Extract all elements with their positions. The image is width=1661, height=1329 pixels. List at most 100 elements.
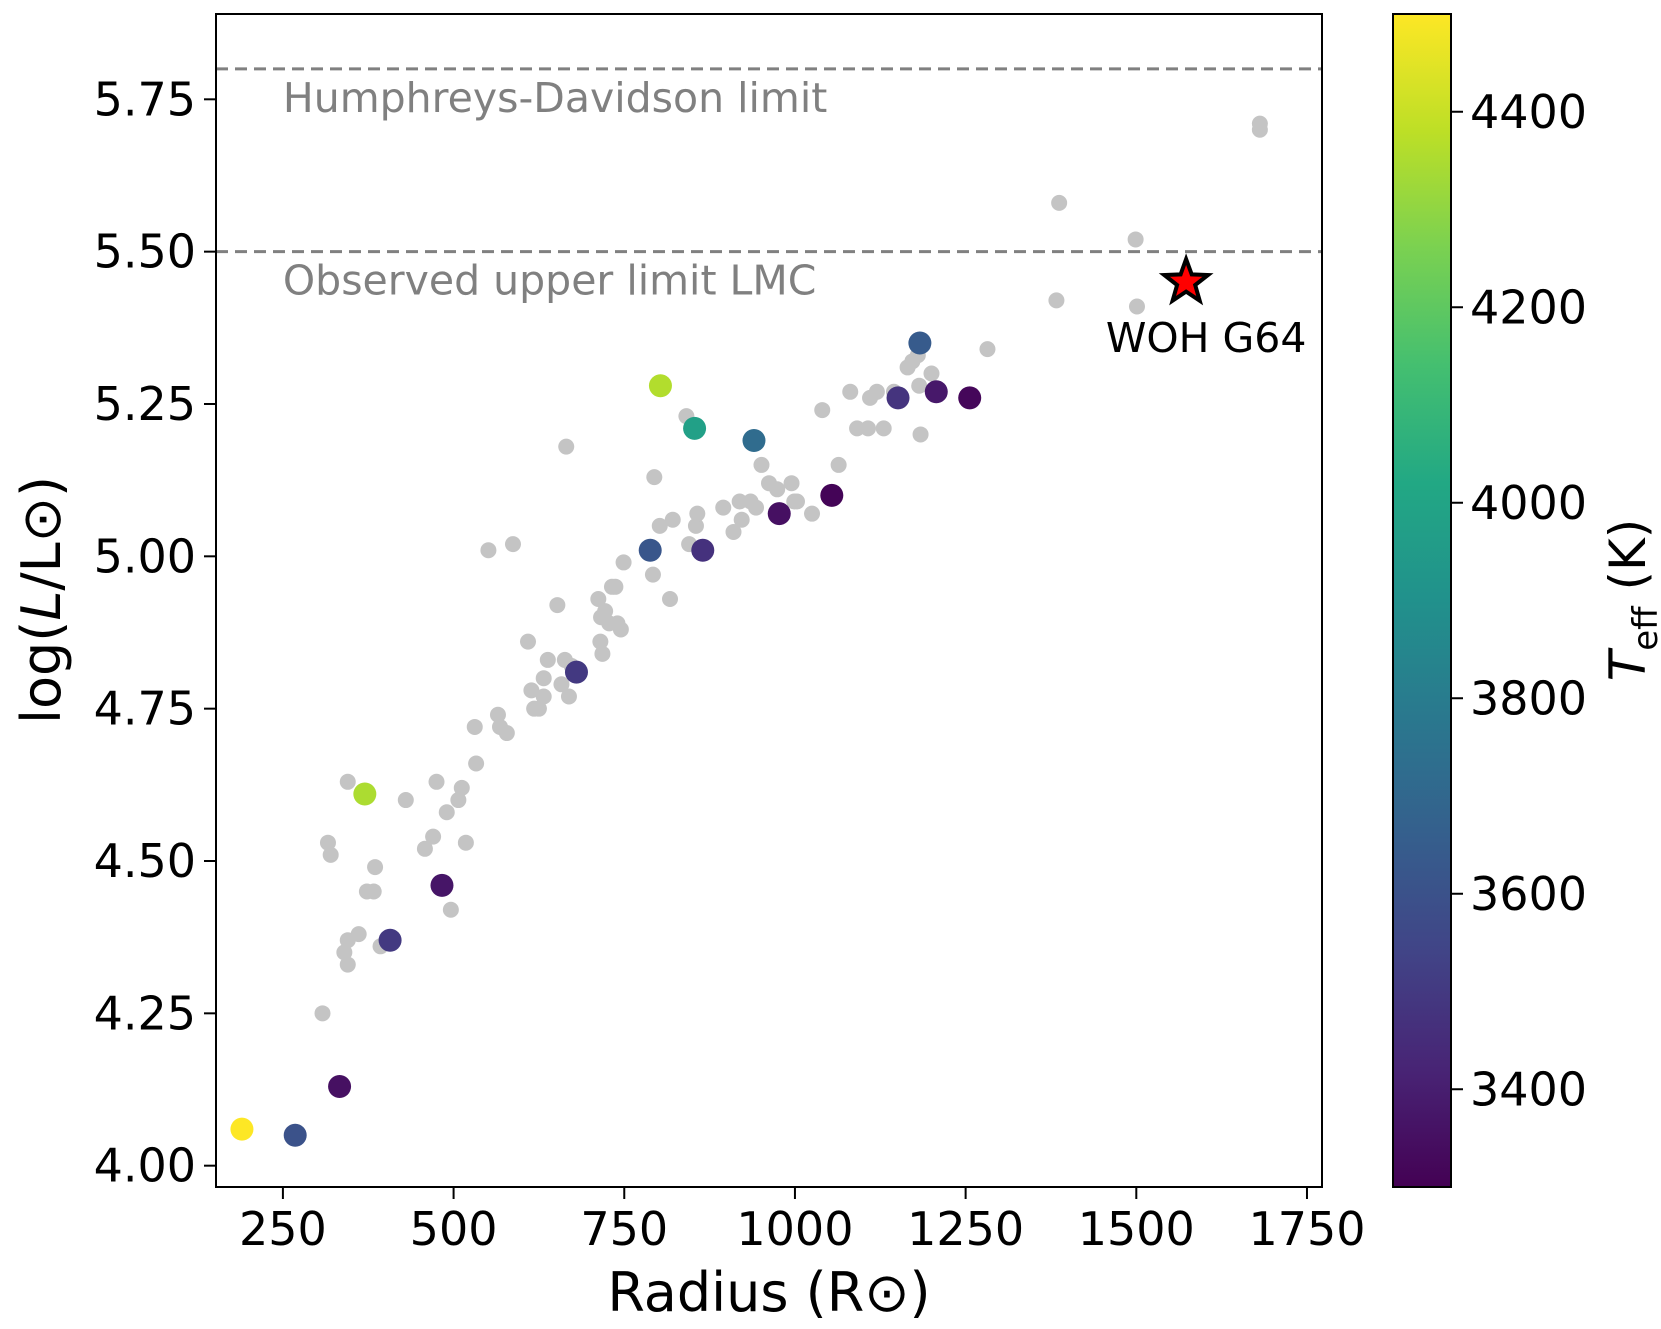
colorbar-tick-label: 4200 [1470,280,1587,334]
colorbar-tick-label: 3800 [1470,671,1587,725]
background-point [468,755,485,772]
reference-line-label: Humphreys-Davidson limit [283,74,827,122]
colorbar-tick-label: 4000 [1470,476,1587,530]
background-point [590,590,607,607]
x-tick-label: 500 [410,1202,498,1256]
background-point [466,718,483,735]
reference-line-labels: Humphreys-Davidson limit Observed upper l… [283,74,827,305]
background-point [644,566,661,583]
background-point [594,645,611,662]
background-point [689,505,706,522]
background-point [662,590,679,607]
reference-lines [216,67,1322,254]
background-point [814,402,831,419]
colored-point [958,386,982,410]
background-point [912,426,929,443]
background-point [612,621,629,638]
y-tick-label: 4.25 [94,986,196,1040]
background-point [1048,292,1065,309]
background-point [539,651,556,668]
background-point [783,475,800,492]
background-point [1251,121,1268,138]
background-point [530,700,547,717]
background-point [607,578,624,595]
background-point [615,554,632,571]
background-point [314,1005,331,1022]
background-point [830,456,847,473]
x-axis: 250 500 750 1000 1250 1500 1750 [239,1187,1366,1256]
y-axis-label: log(L/L⊙) [10,476,73,724]
x-tick-label: 750 [580,1202,668,1256]
x-tick-label: 250 [239,1202,327,1256]
background-point [367,859,384,876]
background-point [859,420,876,437]
background-point [535,688,552,705]
x-tick-label: 1000 [736,1202,853,1256]
background-point [523,682,540,699]
background-point [480,542,497,559]
background-point [520,633,537,650]
colorbar-tick-label: 3600 [1470,867,1587,921]
x-axis-label: Radius (R⊙) [607,1261,930,1324]
background-point [842,383,859,400]
colored-point [924,380,948,404]
colored-point [683,416,707,440]
y-axis: 4.00 4.25 4.50 4.75 5.00 5.25 5.50 5.75 [94,72,216,1193]
background-point [1051,194,1068,211]
background-point [453,779,470,796]
background-point [769,481,786,498]
background-point [322,846,339,863]
background-point [489,706,506,723]
background-point [868,383,885,400]
reference-line-label: Observed upper limit LMC [283,257,817,305]
background-point [535,670,552,687]
background-point [560,688,577,705]
colored-point [908,331,932,355]
x-tick-label: 1750 [1248,1202,1365,1256]
background-point [597,603,614,620]
background-point [350,926,367,943]
background-point [549,597,566,614]
background-point [748,499,765,516]
background-point [416,840,433,857]
background-point [498,725,515,742]
colored-point [820,483,844,507]
highlight-star-marker [1158,253,1214,306]
colored-point [564,660,588,684]
colored-point [886,386,910,410]
background-point [1128,298,1145,315]
colored-point [230,1117,254,1141]
colored-point [742,429,766,453]
colorbar [1392,13,1452,1188]
colorbar-axis: 3400 3600 3800 4000 4200 4400 [1451,85,1587,1116]
y-tick-label: 5.75 [94,72,196,126]
background-point [457,834,474,851]
colored-point [767,502,791,526]
plot-frame [215,13,1323,1188]
colored-point [638,538,662,562]
y-tick-label: 4.50 [94,834,196,888]
background-point [319,834,336,851]
colored-point [378,928,402,952]
background-point [923,365,940,382]
colorbar-label: Teff (K) [1599,519,1661,682]
background-point [664,511,681,528]
colored-point [283,1123,307,1147]
background-point [733,511,750,528]
y-tick-label: 5.50 [94,225,196,279]
y-tick-label: 5.00 [94,529,196,583]
y-tick-label: 5.25 [94,377,196,431]
background-point [804,505,821,522]
x-tick-label: 1250 [907,1202,1024,1256]
y-tick-label: 4.75 [94,682,196,736]
colored-point [691,538,715,562]
colored-point [353,782,377,806]
background-point [504,536,521,553]
highlight-layer: WOH G64 [1106,253,1306,362]
colorbar-tick-label: 4400 [1470,85,1587,139]
background-point [651,517,668,534]
background-point [1127,231,1144,248]
colorbar-tick-label: 3400 [1470,1062,1587,1116]
background-point [450,792,467,809]
background-point [442,901,459,918]
